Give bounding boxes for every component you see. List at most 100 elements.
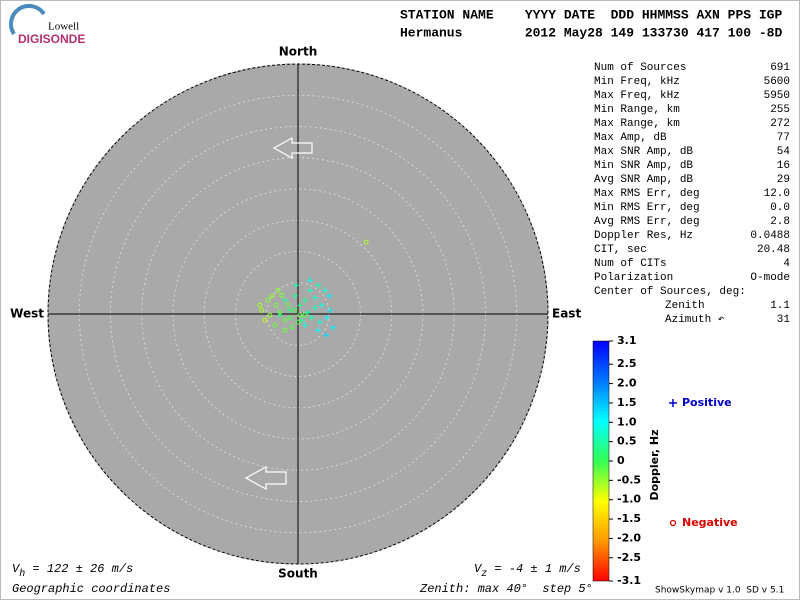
horizontal-velocity: Vh = 122 ± 26 m/s bbox=[12, 562, 133, 579]
value: = 122 ± 26 m/s bbox=[25, 562, 133, 576]
stat-label: Max RMS Err, deg bbox=[594, 188, 700, 200]
stat-label: Min SNR Amp, dB bbox=[594, 160, 693, 172]
source-positive bbox=[286, 307, 293, 314]
stat-value: 77 bbox=[777, 132, 790, 144]
source-positive bbox=[281, 297, 288, 304]
direction-label: North bbox=[279, 45, 317, 59]
source-negative bbox=[267, 312, 273, 318]
stat-group-title: Center of Sources, deg: bbox=[594, 286, 746, 298]
stat-value: 1.1 bbox=[770, 300, 790, 312]
stat-label: Num of CITs bbox=[594, 258, 667, 270]
source-negative bbox=[287, 315, 293, 321]
source-positive bbox=[323, 314, 330, 321]
source-negative bbox=[297, 312, 303, 318]
stat-value: O-mode bbox=[750, 272, 790, 284]
colorbar-label: Doppler, Hz bbox=[648, 429, 661, 500]
source-positive bbox=[316, 319, 323, 326]
source-positive bbox=[276, 312, 283, 319]
source-positive bbox=[308, 314, 315, 321]
source-negative bbox=[282, 317, 288, 323]
source-negative bbox=[269, 293, 275, 299]
stat-label: Max Amp, dB bbox=[594, 132, 667, 144]
source-negative bbox=[282, 327, 288, 333]
source-positive bbox=[301, 297, 308, 304]
colorbar-tick-label: 0.5 bbox=[617, 435, 637, 448]
stat-label: Avg SNR Amp, dB bbox=[594, 174, 693, 186]
source-positive bbox=[296, 302, 303, 309]
source-positive bbox=[298, 317, 305, 324]
zenith-note: Zenith: max 40° step 5° bbox=[419, 582, 593, 596]
colorbar-tick-label: 2.5 bbox=[617, 357, 637, 370]
source-negative bbox=[363, 239, 369, 245]
colorbar-tick-label: 3.1 bbox=[617, 334, 637, 347]
stat-value: 2.8 bbox=[770, 216, 790, 228]
direction-label: South bbox=[278, 567, 318, 581]
source-negative bbox=[275, 287, 281, 293]
stat-label: Num of Sources bbox=[594, 62, 686, 74]
source-negative bbox=[285, 302, 291, 308]
source-positive bbox=[323, 332, 330, 339]
colorbar-tick-label: 0 bbox=[617, 454, 625, 467]
source-positive bbox=[306, 287, 313, 294]
source-positive bbox=[321, 287, 328, 294]
symbol: V bbox=[474, 562, 483, 576]
source-negative bbox=[279, 292, 285, 298]
stat-value: 16 bbox=[777, 160, 790, 172]
stat-label: Max SNR Amp, dB bbox=[594, 146, 693, 158]
direction-label: East bbox=[552, 307, 581, 321]
stat-label: Zenith bbox=[665, 300, 705, 312]
source-negative bbox=[289, 324, 295, 330]
source-negative bbox=[257, 302, 263, 308]
stat-value: 4 bbox=[783, 258, 790, 270]
stat-label: Max Freq, kHz bbox=[594, 90, 680, 102]
stats-table: Num of Sources 691 Min Freq, kHz 5600 Max Fr… bbox=[594, 62, 790, 326]
source-positive bbox=[291, 292, 298, 299]
logo: Lowell DIGISONDE bbox=[8, 4, 85, 46]
source-positive bbox=[306, 277, 313, 284]
coordinates-note: Geographic coordinates bbox=[12, 582, 170, 596]
source-positive bbox=[318, 302, 325, 309]
source-negative bbox=[272, 322, 278, 328]
stat-label: CIT, sec bbox=[594, 244, 647, 256]
stat-value: 5950 bbox=[764, 90, 790, 102]
stat-value: 12.0 bbox=[764, 188, 790, 200]
source-negative bbox=[262, 317, 268, 323]
stat-value: 54 bbox=[777, 146, 791, 158]
colorbar-tick-label: -2.0 bbox=[617, 531, 641, 544]
stat-value: 0.0488 bbox=[750, 230, 790, 242]
source-positive bbox=[315, 282, 321, 289]
stat-value: 255 bbox=[770, 104, 790, 116]
legend-label: Negative bbox=[682, 516, 738, 529]
source-positive bbox=[315, 327, 321, 334]
stat-value: 31 bbox=[777, 314, 791, 326]
stat-label: Polarization bbox=[594, 272, 673, 284]
stat-value: 0.0 bbox=[770, 202, 790, 214]
source-negative bbox=[259, 307, 265, 313]
velocity-arrow bbox=[272, 136, 313, 160]
source-negative bbox=[292, 307, 298, 313]
stat-label: Max Range, km bbox=[594, 118, 680, 130]
source-negative bbox=[277, 309, 283, 315]
source-positive bbox=[311, 304, 318, 311]
value: = -4 ± 1 m/s bbox=[487, 562, 581, 576]
skymap-plot: North South West East bbox=[10, 45, 581, 581]
source-positive bbox=[305, 309, 311, 316]
source-positive bbox=[311, 294, 318, 301]
colorbar-tick-label: -1.0 bbox=[617, 493, 641, 506]
stat-label: Min Freq, kHz bbox=[594, 76, 680, 88]
legend-marker bbox=[669, 519, 677, 527]
source-positive bbox=[326, 292, 333, 299]
source-positive bbox=[330, 324, 336, 331]
direction-label: West bbox=[10, 307, 44, 321]
colorbar-tick-label: 1.5 bbox=[617, 396, 637, 409]
symbol: V bbox=[12, 562, 21, 576]
source-positive bbox=[293, 282, 300, 289]
velocity-arrow bbox=[244, 465, 287, 491]
stat-label: Min Range, km bbox=[594, 104, 680, 116]
colorbar-tick-label: -0.5 bbox=[617, 473, 641, 486]
subscript: z bbox=[481, 569, 487, 580]
source-positive bbox=[301, 322, 308, 329]
stat-label: Azimuth ↶ bbox=[665, 314, 725, 326]
logo-bottom: DIGISONDE bbox=[18, 32, 85, 46]
